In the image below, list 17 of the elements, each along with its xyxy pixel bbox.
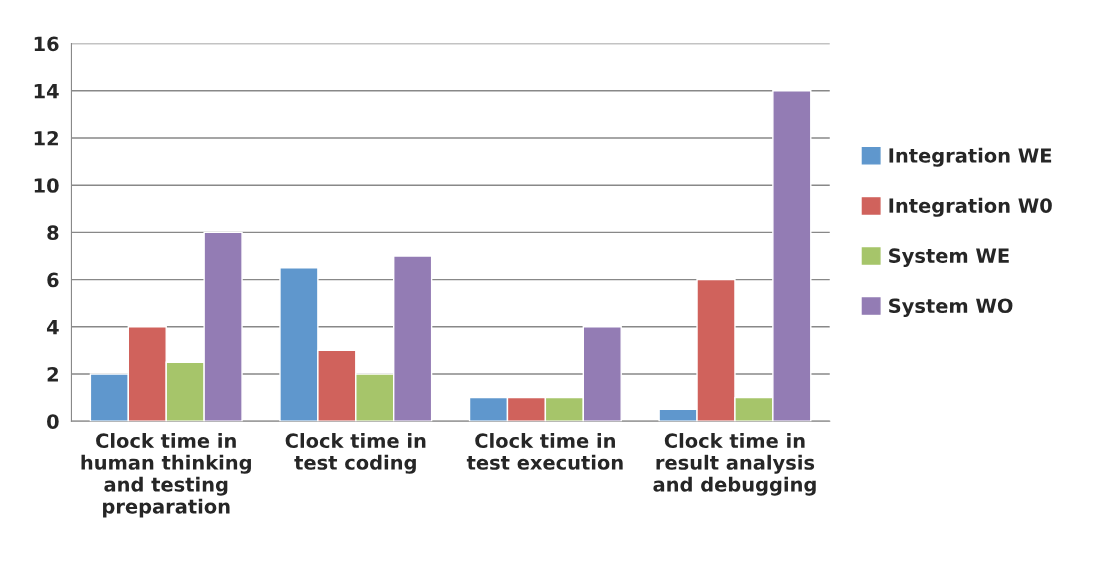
y-tick-label: 8 bbox=[47, 225, 59, 241]
y-tick-label: 16 bbox=[34, 36, 59, 52]
x-tick-label: Clock time in human thinking and testing preparation bbox=[81, 433, 251, 518]
y-tick-label: 14 bbox=[34, 83, 59, 99]
y-tick-label: 12 bbox=[34, 130, 58, 146]
legend-label: System WO bbox=[889, 298, 1013, 318]
y-tick-label: 2 bbox=[47, 366, 58, 382]
y-tick-label: 6 bbox=[47, 272, 59, 288]
legend-label: System WE bbox=[889, 248, 1009, 267]
x-tick-label: Clock time in test coding bbox=[285, 433, 426, 474]
y-tick-label: 0 bbox=[47, 414, 59, 429]
legend-label: Integration WE bbox=[889, 147, 1052, 167]
y-tick-label: 10 bbox=[34, 178, 59, 193]
x-tick-label: Clock time in test execution bbox=[466, 433, 623, 470]
y-tick-label: 4 bbox=[46, 320, 59, 335]
legend-label: Integration W0 bbox=[889, 197, 1052, 217]
x-tick-label: Clock time in result analysis and debugging bbox=[653, 433, 816, 496]
